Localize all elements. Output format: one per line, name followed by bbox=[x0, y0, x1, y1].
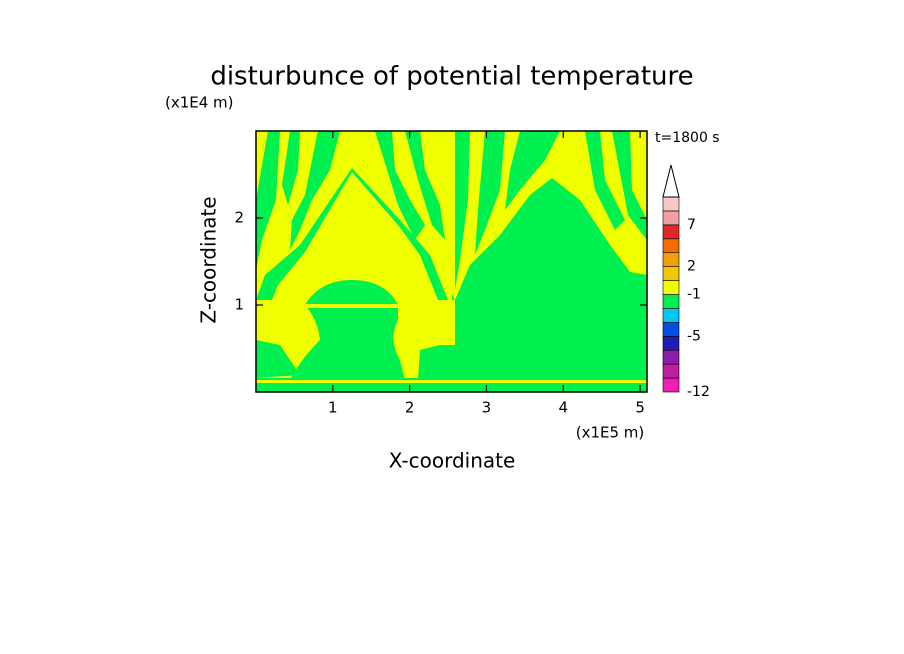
colorbar-box bbox=[662, 335, 680, 351]
green-region bbox=[290, 131, 340, 250]
colorbar-box bbox=[662, 322, 680, 337]
colorbar-label: -1 bbox=[687, 287, 701, 303]
colorbar-arrow bbox=[662, 164, 680, 198]
green-region bbox=[475, 131, 505, 255]
colorbar-box bbox=[662, 294, 680, 309]
yellow-region bbox=[256, 380, 647, 383]
green-region bbox=[256, 131, 280, 270]
y-unit: (x1E4 m) bbox=[165, 94, 234, 112]
contour-field bbox=[256, 131, 647, 392]
colorbar-box bbox=[662, 377, 680, 393]
green-region bbox=[585, 131, 625, 230]
colorbar-box bbox=[662, 308, 680, 323]
colorbar-box bbox=[662, 224, 680, 240]
colorbar-label: 7 bbox=[687, 217, 696, 233]
colorbar-box bbox=[662, 266, 680, 281]
chart-title: disturbunce of potential temperature bbox=[210, 62, 693, 92]
x-tick-label: 1 bbox=[328, 399, 338, 417]
y-tick-label: 2 bbox=[234, 209, 244, 227]
green-region bbox=[418, 345, 455, 380]
colorbar-box bbox=[662, 238, 680, 254]
colorbar-box bbox=[662, 363, 680, 379]
x-tick-label: 2 bbox=[405, 399, 415, 417]
green-region bbox=[375, 131, 425, 240]
green-region bbox=[256, 340, 300, 378]
green-region bbox=[455, 131, 470, 290]
yellow-region bbox=[256, 304, 446, 308]
colorbar-box bbox=[662, 210, 680, 226]
yellow-region bbox=[272, 172, 438, 300]
y-axis-label: Z-coordinate bbox=[197, 196, 221, 323]
colorbar-label: 2 bbox=[687, 259, 696, 275]
colorbar-box bbox=[662, 252, 680, 267]
annotation: t=1800 s bbox=[655, 130, 720, 146]
colorbar-box bbox=[662, 349, 680, 365]
colorbar-box bbox=[662, 280, 680, 295]
y-tick-label: 1 bbox=[234, 296, 244, 314]
x-tick-label: 3 bbox=[482, 399, 492, 417]
colorbar-label: -12 bbox=[687, 384, 710, 400]
x-axis-label: X-coordinate bbox=[389, 449, 516, 473]
green-region bbox=[612, 131, 647, 240]
green-region bbox=[405, 131, 445, 240]
colorbar-label: -5 bbox=[687, 328, 701, 344]
colorbar-box bbox=[662, 196, 680, 212]
x-unit: (x1E5 m) bbox=[576, 424, 645, 442]
plot-frame bbox=[255, 130, 648, 393]
x-tick-label: 4 bbox=[558, 399, 568, 417]
x-tick-label: 5 bbox=[635, 399, 645, 417]
green-region bbox=[505, 131, 560, 210]
green-region bbox=[282, 131, 300, 205]
